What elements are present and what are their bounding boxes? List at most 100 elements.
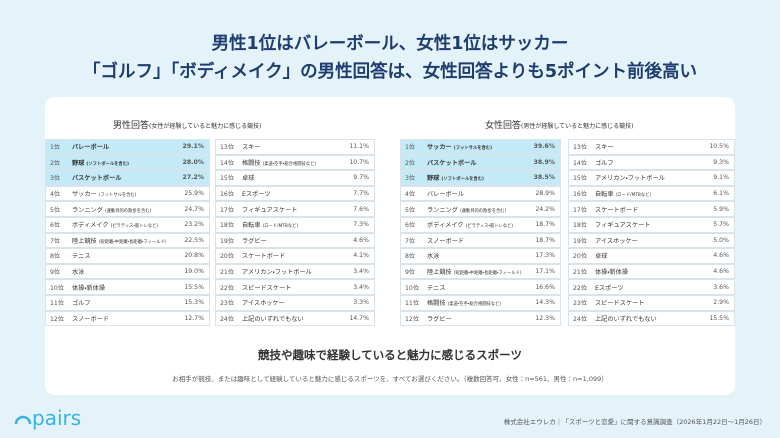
sport-name: ラグビー [427, 315, 452, 323]
sport-name: スピードスケート [242, 284, 292, 292]
percentage: 17.3% [535, 252, 555, 260]
sport-name: フィギュアスケート [242, 206, 298, 214]
ranking-row: 2位 バスケットボール 38.9% [400, 154, 561, 171]
percentage: 20.8% [184, 252, 204, 260]
ranking-row: 1位 サッカー (フットサルを含む) 39.6% [400, 139, 561, 155]
sport-name: ランニング (運動目的の散歩を含む) [427, 206, 507, 214]
sport-note: (運動目的の散歩を含む) [104, 208, 152, 214]
ranking-row: 24位 上記のいずれでもない 15.5% [568, 310, 735, 327]
rank: 5位 [405, 206, 416, 214]
ranking-row: 23位 スピードスケート 2.9% [568, 295, 735, 311]
rank: 7位 [50, 237, 61, 245]
sport-name: Eスポーツ [595, 284, 624, 292]
sport-name: スキー [242, 144, 261, 152]
percentage: 15.5% [709, 314, 729, 322]
ranking-row: 15位 卓球 9.7% [215, 170, 375, 186]
percentage: 14.7% [349, 314, 369, 322]
rank: 7位 [405, 237, 416, 245]
sport-name: スケートボード [595, 206, 639, 214]
ranking-row: 11位 ゴルフ 15.3% [45, 295, 210, 311]
ranking-row: 15位 アメリカン・フットボール 9.1% [568, 170, 735, 186]
sport-name: アメリカン・フットボール [595, 175, 665, 183]
ranking-row: 4位 バレーボール 28.9% [400, 185, 561, 202]
percentage: 28.0% [182, 158, 204, 166]
ranking-row: 19位 ラグビー 4.6% [215, 232, 375, 249]
sport-name: テニス [72, 253, 91, 261]
ranking-row: 10位 テニス 16.6% [400, 279, 561, 295]
ranking-row: 5位 ランニング (運動目的の散歩を含む) 24.7% [45, 201, 210, 217]
percentage: 7.3% [353, 221, 369, 229]
percentage: 5.9% [713, 205, 729, 213]
percentage: 23.2% [184, 221, 204, 229]
rank: 6位 [50, 222, 61, 230]
ranking-row: 7位 陸上競技 (短距離・中距離・長距離・フィールド) 22.5% [45, 232, 210, 249]
sport-name: 水泳 [427, 253, 440, 261]
percentage: 39.6% [533, 143, 555, 151]
rank: 20位 [573, 253, 588, 261]
sport-note: (運動目的の散歩を含む) [459, 208, 507, 214]
percentage: 18.7% [535, 221, 555, 229]
ranking-row: 20位 スケートボード 4.1% [215, 248, 375, 264]
rank: 22位 [220, 284, 235, 292]
sport-name: 野球 (ソフトボールを含む) [427, 175, 484, 183]
panel-heading: 男性回答 [113, 121, 150, 131]
sport-note: (短距離・中距離・長距離・フィールド) [98, 239, 167, 245]
ranking-row: 9位 陸上競技 (短距離・中距離・長距離・フィールド) 17.1% [400, 263, 561, 280]
rank: 18位 [573, 222, 588, 230]
sport-note: (フットサルを含む) [453, 146, 493, 152]
ranking-row: 19位 アイスホッケー 5.0% [568, 232, 735, 249]
sport-name: アイスホッケー [595, 237, 638, 245]
ranking-row: 12位 ラグビー 12.3% [400, 310, 561, 327]
ranking-row: 14位 ゴルフ 9.3% [568, 154, 735, 171]
percentage: 10.7% [349, 158, 369, 166]
source: 株式会社エウレカ｜「スポーツと恋愛」に関する意識調査（2026年1月22日〜1月… [503, 418, 766, 426]
sport-name: テニス [427, 284, 446, 292]
ranking-row: 22位 スピードスケート 3.4% [215, 279, 375, 295]
sport-name: 自転車 (ロード/MTBなど) [595, 191, 652, 199]
sport-name: 格闘技 (柔道・空手・総合格闘技など) [427, 300, 502, 308]
rank: 8位 [405, 253, 416, 261]
sport-note: (柔道・空手・総合格闘技など) [447, 302, 502, 308]
ranking-row: 9位 水泳 19.0% [45, 263, 210, 280]
sport-name: アイスホッケー [242, 300, 285, 308]
ranking-row: 22位 Eスポーツ 3.6% [568, 279, 735, 295]
ranking-row: 8位 水泳 17.3% [400, 248, 561, 264]
percentage: 9.1% [713, 174, 729, 182]
percentage: 25.9% [184, 190, 204, 198]
rank: 10位 [405, 284, 420, 292]
ranking-row: 3位 野球 (ソフトボールを含む) 38.5% [400, 170, 561, 186]
percentage: 4.6% [713, 252, 729, 260]
rank: 2位 [405, 159, 416, 167]
percentage: 38.9% [533, 158, 555, 166]
rank: 14位 [220, 159, 235, 167]
percentage: 38.5% [533, 174, 555, 182]
ranking-row: 18位 自転車 (ロード/MTBなど) 7.3% [215, 217, 375, 233]
ranking-row: 6位 ボディメイク (ピラティス・筋トレなど) 23.2% [45, 217, 210, 233]
sport-name: 陸上競技 (短距離・中距離・長距離・フィールド) [72, 237, 167, 245]
rank: 23位 [220, 300, 235, 308]
sport-name: フィギュアスケート [595, 222, 651, 230]
percentage: 12.3% [535, 314, 555, 322]
percentage: 24.2% [535, 205, 555, 213]
percentage: 24.7% [184, 205, 204, 213]
panel-title: 男性回答(女性が経験していると魅力に感じる競技) [113, 118, 262, 131]
sport-note: (短距離・中距離・長距離・フィールド) [453, 271, 522, 277]
sport-name: ラグビー [242, 237, 267, 245]
percentage: 11.1% [349, 143, 369, 151]
rank: 6位 [405, 222, 416, 230]
rank: 13位 [573, 144, 588, 152]
rank: 17位 [220, 206, 235, 214]
ranking-row: 11位 格闘技 (柔道・空手・総合格闘技など) 14.3% [400, 295, 561, 311]
rank: 16位 [220, 191, 235, 199]
rank: 22位 [573, 284, 588, 292]
percentage: 5.7% [713, 221, 729, 229]
ranking-row: 20位 卓球 4.6% [568, 248, 735, 264]
ranking-row: 16位 自転車 (ロード/MTBなど) 6.1% [568, 185, 735, 202]
ranking-row: 13位 スキー 10.5% [568, 139, 735, 155]
sport-note: (ピラティス・筋トレなど) [110, 224, 159, 230]
sport-note: (ピラティス・筋トレなど) [465, 224, 514, 230]
percentage: 3.4% [353, 283, 369, 291]
ranking-row: 5位 ランニング (運動目的の散歩を含む) 24.2% [400, 201, 561, 217]
rank: 20位 [220, 253, 235, 261]
sport-name: 上記のいずれでもない [595, 315, 657, 323]
